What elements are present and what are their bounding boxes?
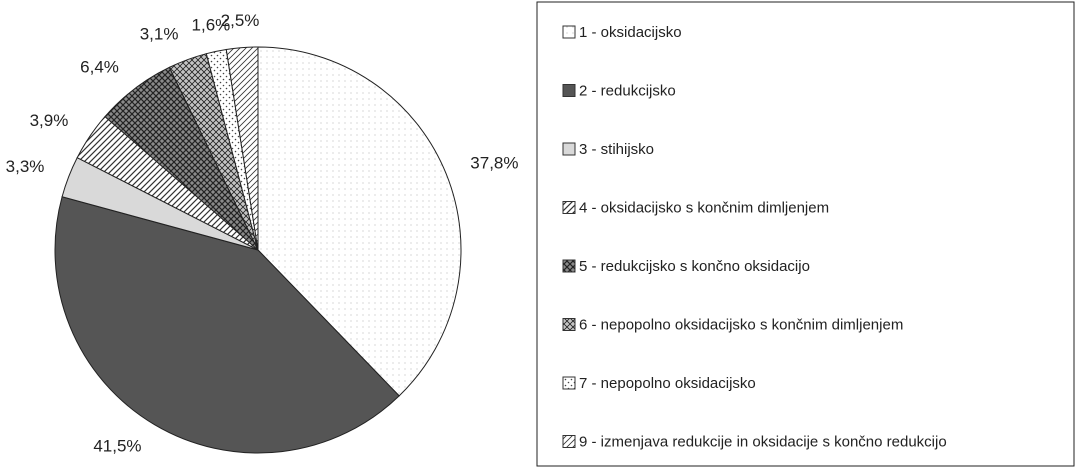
legend-label: 4 - oksidacijsko s končnim dimljenjem: [579, 199, 829, 216]
legend-swatch: [562, 376, 576, 390]
legend-swatch: [562, 201, 576, 214]
data-label: 41,5%: [93, 437, 141, 456]
data-label: 37,8%: [470, 154, 518, 173]
legend-label: 2 - redukcijsko: [579, 82, 676, 99]
legend-label: 1 - oksidacijsko: [579, 24, 682, 41]
data-label: 3,3%: [6, 157, 45, 176]
legend-label: 3 - stihijsko: [579, 141, 654, 158]
legend-swatch: [562, 84, 576, 97]
pie-slice: [54, 196, 400, 454]
legend-label: 9 - izmenjava redukcije in oksidacije s …: [579, 433, 947, 450]
legend-label: 5 - redukcijsko s končno oksidacijo: [579, 258, 810, 275]
legend-swatch: [562, 318, 576, 331]
data-label: 2,5%: [221, 11, 260, 30]
data-label: 3,9%: [30, 111, 69, 130]
pie-slice: [225, 46, 259, 251]
legend-swatch: [562, 259, 576, 273]
pie: 37,8% 41,5% 3,3% 3,9% 6,4% 3,1% 1,6%2,5%: [6, 11, 519, 455]
legend-box: [536, 1, 1075, 467]
legend-swatch: [562, 142, 576, 156]
data-label: 3,1%: [140, 25, 179, 44]
legend-label: 6 - nepopolno oksidacijsko s končnim dim…: [579, 316, 903, 333]
data-label: 1,6%: [192, 15, 231, 34]
data-label: 6,4%: [80, 58, 119, 77]
pie-slice: [257, 46, 462, 397]
legend-label: 7 - nepopolno oksidacijsko: [579, 375, 756, 392]
legend-swatch: [562, 25, 576, 39]
legend-swatch: [562, 435, 576, 448]
legend: 1 - oksidacijsko 2 - redukcijsko 3 - stihi…: [562, 24, 947, 450]
